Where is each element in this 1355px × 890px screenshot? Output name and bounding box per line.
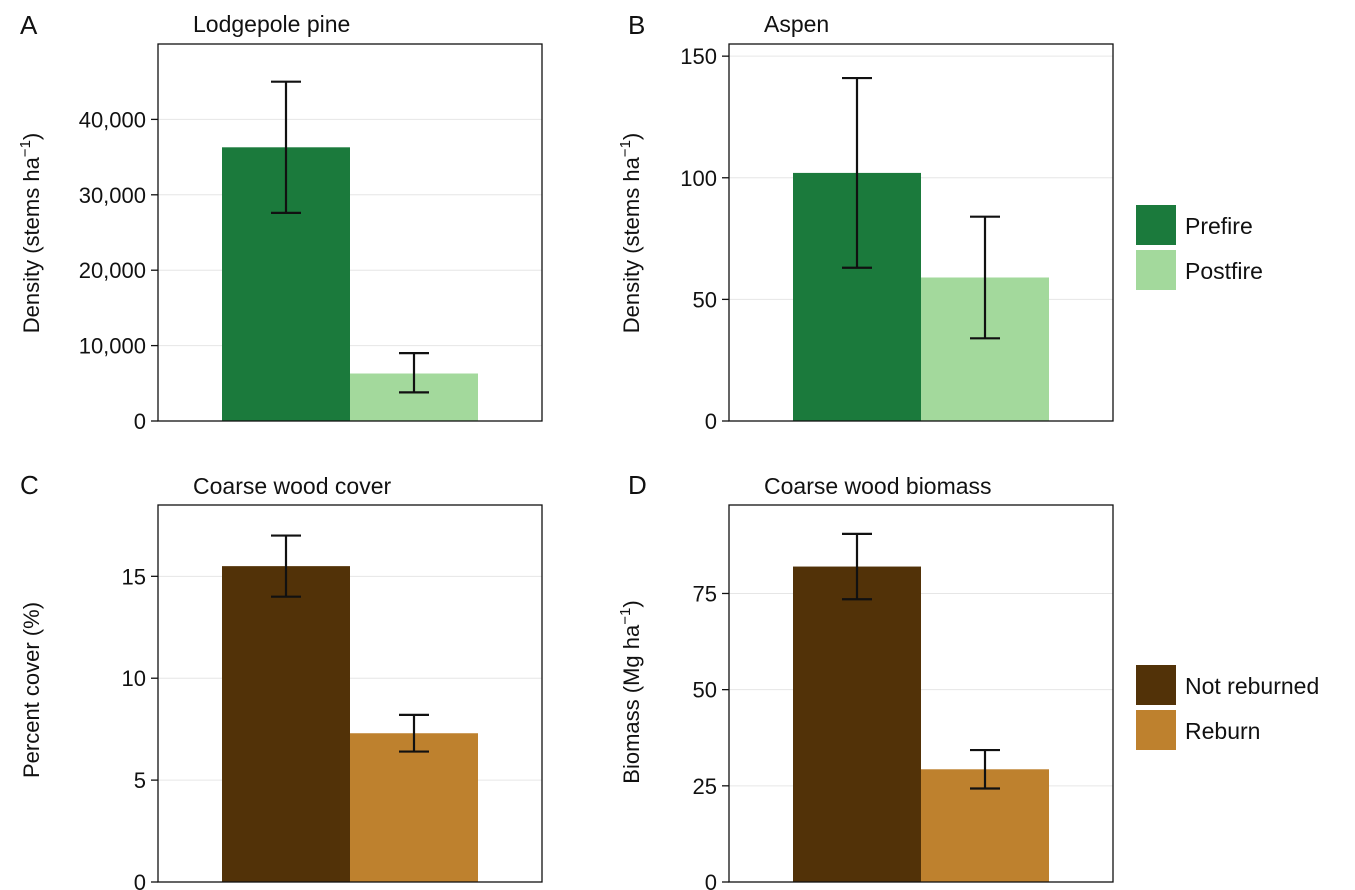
y-tick-label: 0 — [134, 409, 146, 434]
legend-swatch-postfire — [1136, 250, 1176, 290]
panel-letter-b: B — [628, 10, 645, 40]
panel-a-bars — [222, 147, 478, 421]
y-tick-label: 0 — [705, 870, 717, 890]
panel-a-title: Lodgepole pine — [193, 11, 350, 37]
panel-d-title: Coarse wood biomass — [764, 473, 992, 499]
legend-label-not-reburned: Not reburned — [1185, 673, 1319, 699]
panel-d-frame — [728, 504, 1114, 883]
panel-b-frame — [728, 43, 1114, 422]
bar-reburn — [350, 733, 478, 882]
legend-label-postfire: Postfire — [1185, 258, 1263, 284]
y-tick-label: 50 — [693, 287, 717, 312]
panel-c-ticks: 0 5 10 15 — [122, 564, 158, 890]
panel-a: A Lodgepole pine Density (stems ha−1) 0 1… — [17, 10, 543, 434]
y-tick-label: 0 — [705, 409, 717, 434]
panel-b-error-bars — [842, 76, 1000, 340]
y-tick-label: 50 — [693, 678, 717, 703]
panel-d-ticks: 0 25 50 75 — [693, 581, 729, 890]
panel-letter-c: C — [20, 470, 39, 500]
panel-d-error-bars — [842, 532, 1000, 790]
panel-d-y-axis-label: Biomass (Mg ha−1) — [617, 600, 644, 783]
panel-a-y-axis-label: Density (stems ha−1) — [17, 133, 44, 334]
panel-b-y-axis-label: Density (stems ha−1) — [617, 133, 644, 334]
y-tick-label: 20,000 — [79, 258, 146, 283]
y-tick-label: 75 — [693, 581, 717, 606]
panel-b-bars — [793, 172, 1049, 421]
y-tick-label: 5 — [134, 768, 146, 793]
panel-letter-a: A — [20, 10, 38, 40]
panel-b-ticks: 0 50 100 150 — [680, 44, 729, 434]
panel-b-title: Aspen — [764, 11, 829, 37]
legend-swatch-not-reburned — [1136, 665, 1176, 705]
panel-b: B Aspen Density (stems ha−1) 0 50 100 150 — [617, 10, 1114, 434]
y-tick-label: 150 — [680, 44, 717, 69]
y-tick-label: 10,000 — [79, 334, 146, 359]
y-tick-label: 30,000 — [79, 183, 146, 208]
legend-fire: Prefire Postfire — [1136, 205, 1263, 290]
legend-label-prefire: Prefire — [1185, 213, 1253, 239]
y-tick-label: 10 — [122, 666, 146, 691]
panel-c-frame — [157, 504, 543, 883]
panel-c-y-axis-label: Percent cover (%) — [19, 602, 44, 778]
panel-letter-d: D — [628, 470, 647, 500]
legend-reburn: Not reburned Reburn — [1136, 665, 1319, 750]
y-tick-label: 15 — [122, 564, 146, 589]
y-tick-label: 100 — [680, 166, 717, 191]
panel-d: D Coarse wood biomass Biomass (Mg ha−1) … — [617, 470, 1114, 890]
y-tick-label: 0 — [134, 870, 146, 890]
y-tick-label: 40,000 — [79, 107, 146, 132]
legend-label-reburn: Reburn — [1185, 718, 1260, 744]
panel-d-bars — [793, 566, 1049, 882]
panel-c: C Coarse wood cover Percent cover (%) 0 5… — [19, 470, 543, 890]
legend-swatch-reburn — [1136, 710, 1176, 750]
panel-c-bars — [222, 566, 478, 882]
panel-a-frame — [157, 43, 543, 422]
panel-a-error-bars — [271, 80, 429, 394]
y-tick-label: 25 — [693, 774, 717, 799]
bar-not-reburned — [222, 566, 350, 882]
panel-c-error-bars — [271, 534, 429, 753]
panel-a-ticks: 0 10,000 20,000 30,000 40,000 — [79, 107, 158, 434]
panel-c-title: Coarse wood cover — [193, 473, 391, 499]
legend-swatch-prefire — [1136, 205, 1176, 245]
bar-not-reburned — [793, 566, 921, 882]
